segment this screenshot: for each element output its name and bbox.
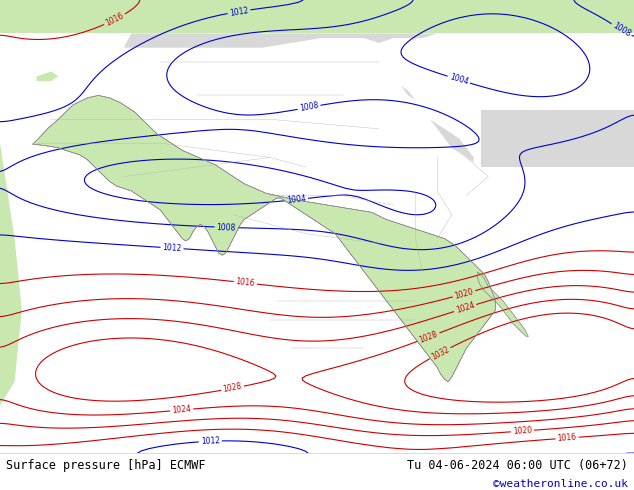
Polygon shape	[33, 96, 496, 382]
Text: 1008: 1008	[299, 101, 320, 113]
Polygon shape	[36, 72, 58, 81]
Polygon shape	[0, 143, 22, 453]
Text: 1028: 1028	[223, 382, 243, 394]
Text: 1008: 1008	[216, 222, 236, 232]
Text: 1008: 1008	[611, 22, 632, 39]
Text: 1024: 1024	[172, 405, 191, 416]
Text: 1020: 1020	[453, 287, 474, 301]
Text: 1012: 1012	[162, 243, 182, 253]
Text: 1004: 1004	[448, 73, 469, 87]
Text: 1016: 1016	[235, 277, 256, 288]
Text: 1028: 1028	[418, 329, 439, 344]
Text: Surface pressure [hPa] ECMWF: Surface pressure [hPa] ECMWF	[6, 459, 206, 471]
Text: 1016: 1016	[104, 11, 126, 28]
Text: 1032: 1032	[429, 344, 451, 362]
Polygon shape	[481, 110, 634, 167]
Polygon shape	[0, 0, 634, 33]
Text: Tu 04-06-2024 06:00 UTC (06+72): Tu 04-06-2024 06:00 UTC (06+72)	[407, 459, 628, 471]
Text: 1024: 1024	[455, 301, 476, 315]
Text: 1012: 1012	[229, 5, 249, 18]
Text: 1016: 1016	[557, 433, 577, 443]
Text: 1020: 1020	[512, 426, 533, 436]
Polygon shape	[394, 81, 474, 162]
Polygon shape	[477, 272, 528, 336]
Text: 1004: 1004	[286, 194, 306, 205]
Text: 1012: 1012	[200, 437, 220, 446]
Polygon shape	[124, 33, 437, 48]
Text: ©weatheronline.co.uk: ©weatheronline.co.uk	[493, 480, 628, 490]
